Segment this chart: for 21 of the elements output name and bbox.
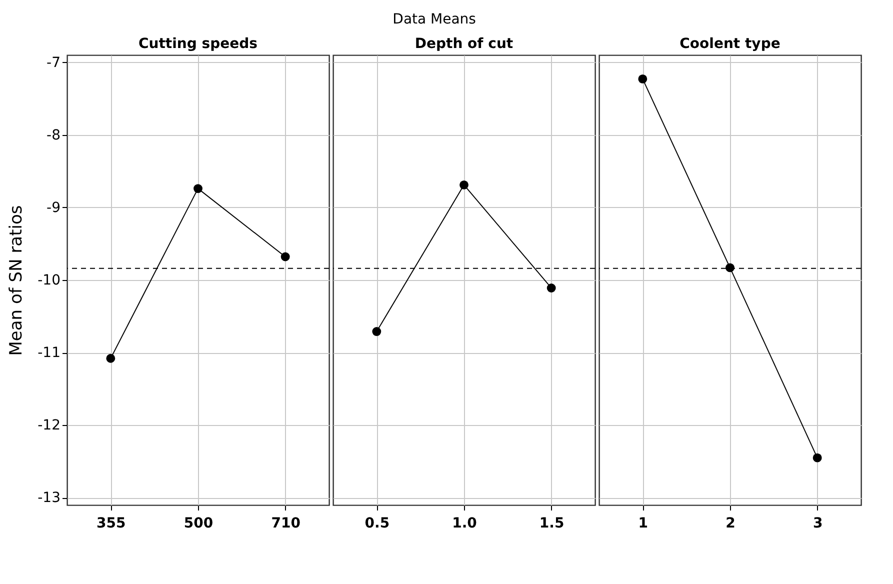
x-tick-label: 2 — [726, 516, 736, 532]
y-tick-label: -8 — [46, 127, 60, 144]
x-tick-label: 1.5 — [539, 516, 564, 532]
x-tick-label: 1.0 — [452, 516, 478, 532]
y-tick-label: -9 — [46, 200, 60, 216]
x-tick-label: 1 — [638, 516, 648, 532]
y-tick-label: -7 — [46, 54, 60, 71]
x-tick-label: 355 — [96, 516, 126, 532]
x-tick-label: 500 — [184, 516, 214, 532]
y-axis-title: Mean of SN ratios — [6, 205, 27, 356]
x-tick-label: 0.5 — [364, 516, 390, 532]
x-tick-label: 710 — [271, 516, 301, 532]
y-tick-label: -13 — [38, 490, 60, 506]
chart-title: Coolent type — [680, 36, 780, 52]
y-tick-label: -10 — [38, 272, 60, 288]
text: Data Means — [392, 11, 476, 28]
y-tick-label: -12 — [38, 418, 60, 434]
chart-title: Cutting speeds — [138, 36, 258, 52]
y-tick-label: -11 — [38, 345, 60, 362]
x-tick-label: 3 — [812, 516, 823, 532]
chart-title: Depth of cut — [414, 36, 514, 52]
